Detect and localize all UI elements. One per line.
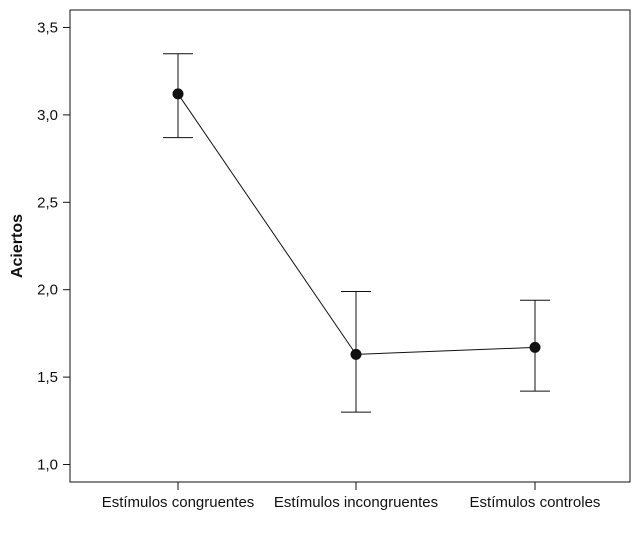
x-tick-label: Estímulos controles	[470, 494, 601, 511]
series-line-segment	[355, 346, 536, 355]
data-point	[529, 341, 541, 353]
data-point	[350, 348, 362, 360]
series-lines	[177, 93, 536, 355]
y-axis-ticks: 1,0 1,5 2,0 2,5 3,0 3,5	[37, 19, 70, 474]
y-tick-label: 2,5	[37, 194, 58, 211]
plot-frame	[69, 9, 631, 483]
y-tick-label: 1,5	[37, 369, 58, 386]
x-tick-label: Estímulos congruentes	[102, 494, 255, 511]
data-points	[172, 88, 541, 360]
y-tick-label: 2,0	[37, 282, 58, 299]
data-point	[172, 88, 184, 100]
y-tick-label: 3,5	[37, 19, 58, 36]
x-tick-label: Estímulos incongruentes	[274, 494, 438, 511]
y-axis-title: Aciertos	[9, 214, 26, 278]
y-tick-label: 3,0	[37, 107, 58, 124]
series-line-segment	[177, 93, 357, 355]
y-tick-label: 1,0	[37, 457, 58, 474]
x-axis-ticks: Estímulos congruentes Estímulos incongrue…	[102, 482, 601, 511]
